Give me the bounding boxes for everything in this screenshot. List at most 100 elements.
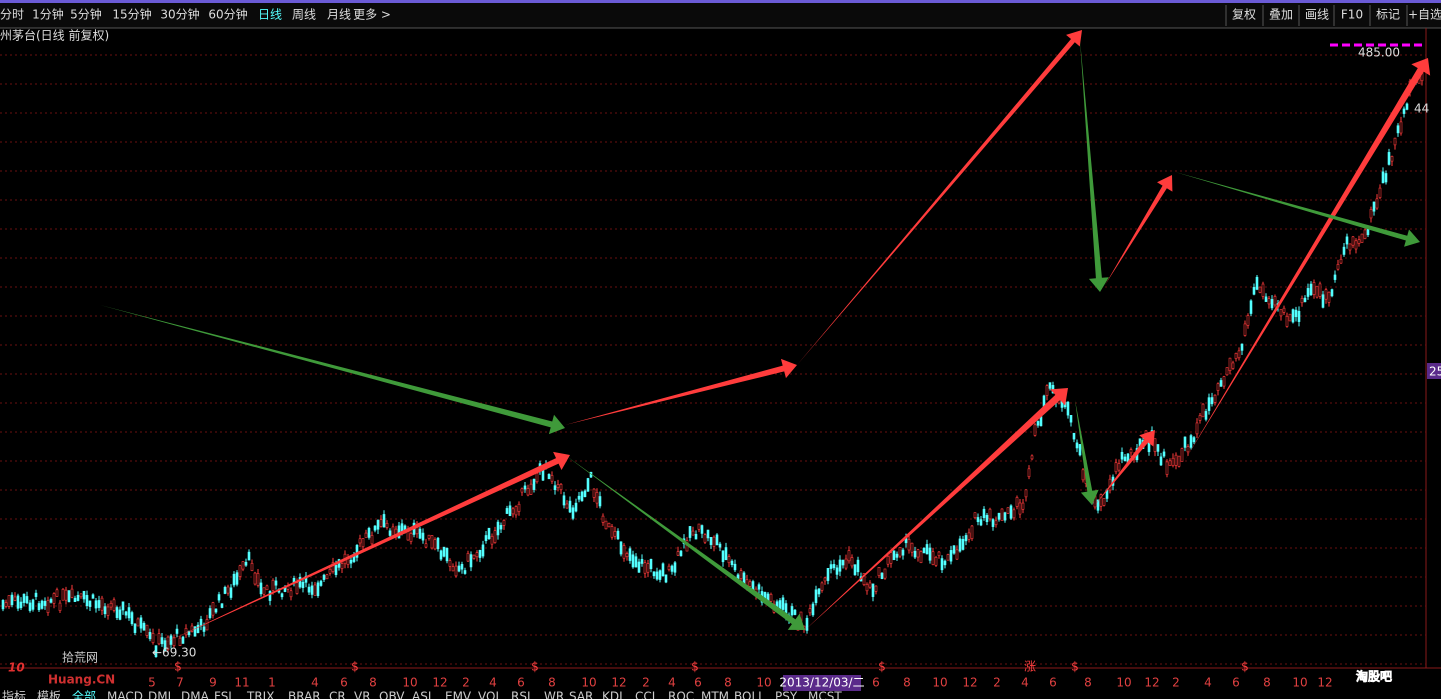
indicator-tab[interactable]: BRAR bbox=[288, 690, 321, 699]
candle-body bbox=[439, 550, 443, 560]
candle-body bbox=[892, 550, 896, 561]
indicator-tab[interactable]: BOLL bbox=[734, 690, 765, 699]
indicator-tab[interactable]: RSI bbox=[511, 690, 531, 699]
candle-body bbox=[238, 565, 242, 577]
indicator-tab[interactable]: 模板 bbox=[37, 690, 61, 699]
candle-body bbox=[1153, 438, 1157, 452]
candle-body bbox=[970, 525, 974, 539]
candle-body bbox=[199, 618, 203, 626]
indicator-tab[interactable]: 全部 bbox=[72, 689, 96, 699]
candle-body bbox=[388, 530, 392, 536]
candle-body bbox=[907, 539, 911, 551]
candle-body bbox=[997, 512, 1001, 520]
candle-body bbox=[91, 594, 95, 599]
indicator-tab[interactable]: MACD bbox=[107, 690, 143, 699]
candle-body bbox=[583, 490, 587, 498]
candle-body bbox=[556, 484, 560, 488]
period-tab[interactable]: 30分钟 bbox=[160, 7, 199, 22]
candle-body bbox=[1129, 449, 1133, 454]
candle-body bbox=[919, 551, 923, 563]
indicator-tab[interactable]: PSY bbox=[775, 690, 798, 699]
tool-button[interactable]: 复权 bbox=[1232, 8, 1256, 22]
candle-body bbox=[340, 563, 344, 569]
indicator-tab[interactable]: VOL bbox=[478, 690, 502, 699]
x-axis-label: 2 bbox=[642, 676, 650, 690]
candle-body bbox=[1213, 394, 1217, 403]
period-tab[interactable]: 月线 bbox=[327, 8, 351, 22]
candle-body bbox=[499, 525, 503, 530]
candle-body bbox=[280, 593, 284, 598]
candle-body bbox=[1369, 209, 1373, 219]
period-tab[interactable]: 更多 > bbox=[353, 8, 391, 22]
indicator-tab[interactable]: DMA bbox=[181, 690, 210, 699]
candle-body bbox=[916, 549, 920, 558]
candle-body bbox=[982, 508, 986, 519]
candle-body bbox=[973, 512, 977, 518]
candle-body bbox=[172, 637, 176, 647]
tool-button[interactable]: 画线 bbox=[1305, 8, 1329, 22]
indicator-tab[interactable]: ASI bbox=[412, 690, 431, 699]
period-tab[interactable]: 5分钟 bbox=[70, 7, 102, 22]
candle-body bbox=[1264, 296, 1268, 302]
indicator-tab[interactable]: VR bbox=[354, 690, 371, 699]
candle-body bbox=[1069, 415, 1073, 423]
candle-body bbox=[424, 543, 428, 548]
indicator-tab[interactable]: CR bbox=[329, 690, 346, 699]
candle-body bbox=[832, 564, 836, 569]
candle-body bbox=[262, 587, 266, 595]
indicator-tab[interactable]: EMV bbox=[445, 690, 472, 699]
indicator-tab[interactable]: MCST bbox=[808, 690, 842, 699]
indicator-tab[interactable]: KDJ bbox=[602, 690, 623, 699]
candle-body bbox=[931, 551, 935, 565]
candle-body bbox=[991, 519, 995, 527]
period-tab[interactable]: 分时 bbox=[0, 8, 24, 22]
period-tab[interactable]: 60分钟 bbox=[208, 7, 247, 22]
indicator-tab[interactable]: FSL bbox=[214, 690, 235, 699]
candle-body bbox=[301, 581, 305, 588]
candle-body bbox=[889, 552, 893, 564]
candle-body bbox=[925, 544, 929, 555]
candle-body bbox=[862, 573, 866, 585]
candle-body bbox=[634, 556, 638, 568]
signal-marker: $ bbox=[1241, 660, 1249, 674]
candle-body bbox=[196, 624, 200, 634]
indicator-tab[interactable]: WR bbox=[544, 690, 564, 699]
candle-body bbox=[1177, 455, 1181, 467]
candle-body bbox=[1117, 463, 1121, 471]
indicator-tab[interactable]: MTM bbox=[701, 690, 729, 699]
indicator-tab[interactable]: SAR bbox=[569, 690, 593, 699]
candle-body bbox=[118, 609, 122, 620]
candle-body bbox=[706, 529, 710, 539]
period-tab[interactable]: 1分钟 bbox=[32, 7, 64, 22]
candle-body bbox=[1162, 451, 1166, 457]
candle-body bbox=[94, 600, 98, 609]
candle-body bbox=[220, 603, 224, 608]
candle-body bbox=[289, 590, 293, 598]
tool-button[interactable]: 标记 bbox=[1376, 8, 1400, 22]
tool-button[interactable]: 叠加 bbox=[1269, 8, 1293, 22]
indicator-tab[interactable]: ROC bbox=[668, 690, 694, 699]
candle-body bbox=[274, 580, 278, 586]
indicator-tab[interactable]: TRIX bbox=[246, 690, 274, 699]
candle-body bbox=[1036, 421, 1040, 426]
candle-body bbox=[127, 607, 131, 619]
period-tab[interactable]: 15分钟 bbox=[112, 7, 151, 22]
candle-body bbox=[1120, 451, 1124, 460]
indicator-tab[interactable]: OBV bbox=[379, 690, 405, 699]
candle-body bbox=[1081, 469, 1085, 481]
signal-marker: $ bbox=[1071, 660, 1079, 674]
chart-title: 贵州茅台(日线 前复权) bbox=[0, 28, 109, 43]
candle-body bbox=[427, 534, 431, 539]
tool-button[interactable]: F10 bbox=[1341, 8, 1363, 22]
period-tab[interactable]: 日线 bbox=[258, 8, 282, 22]
indicator-tab[interactable]: CCI bbox=[635, 690, 655, 699]
indicator-tab[interactable]: 指标 bbox=[2, 689, 26, 699]
x-axis-label: 4 bbox=[1204, 676, 1212, 690]
candle-body bbox=[553, 485, 557, 490]
tool-button[interactable]: +自选 bbox=[1408, 8, 1441, 22]
candle-body bbox=[1018, 502, 1022, 515]
indicator-tab[interactable]: DMI bbox=[148, 690, 171, 699]
candle-body bbox=[481, 544, 485, 557]
period-tab[interactable]: 周线 bbox=[292, 8, 316, 22]
candle-body bbox=[517, 503, 521, 512]
